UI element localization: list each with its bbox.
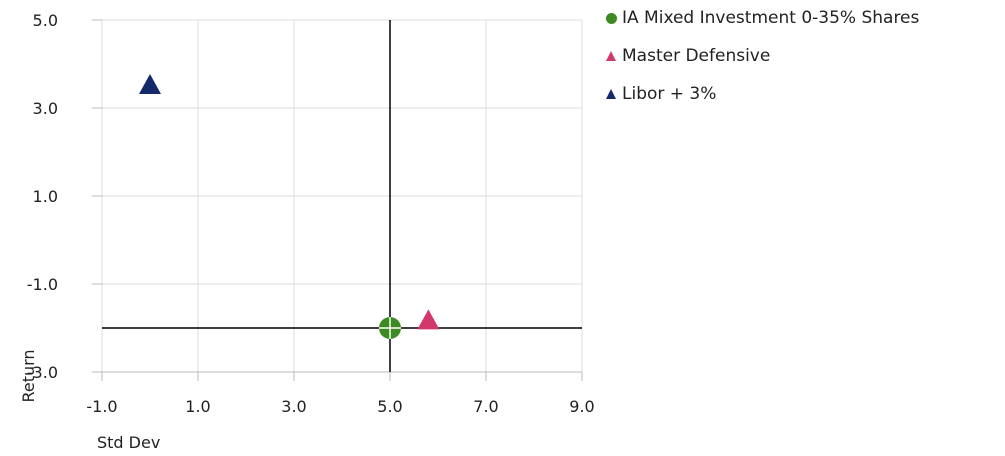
- y-tick-label-1: -1.0: [27, 275, 58, 294]
- legend-item-ia-mixed[interactable]: IA Mixed Investment 0-35% Shares: [604, 6, 919, 30]
- y-tick-label-0: -3.0: [27, 363, 58, 382]
- grid-lines: [101, 19, 583, 373]
- legend: IA Mixed Investment 0-35% Shares Master …: [604, 6, 919, 120]
- quadrant-lines: [102, 20, 582, 372]
- x-tick-label-4: 7.0: [473, 397, 498, 416]
- y-tick-labels: -3.0 -1.0 1.0 3.0 5.0: [27, 11, 102, 382]
- pink-triangle-icon: [604, 49, 618, 63]
- data-point-1-0: [417, 309, 440, 330]
- y-tick-label-2: 1.0: [33, 187, 58, 206]
- green-circle-icon: [604, 11, 618, 25]
- data-point-2-0: [139, 74, 161, 94]
- legend-label: Master Defensive: [622, 46, 771, 66]
- legend-item-master-defensive[interactable]: Master Defensive: [604, 44, 919, 68]
- y-tick-label-4: 5.0: [33, 11, 58, 30]
- x-axis-label: Std Dev: [97, 433, 160, 452]
- x-tick-label-3: 5.0: [377, 397, 402, 416]
- navy-triangle-icon: [604, 87, 618, 101]
- data-points: [139, 74, 440, 339]
- y-tick-label-3: 3.0: [33, 99, 58, 118]
- data-point-0-0: [379, 317, 401, 339]
- legend-label: IA Mixed Investment 0-35% Shares: [622, 8, 920, 28]
- y-axis-label: Return: [19, 349, 38, 402]
- legend-item-libor[interactable]: Libor + 3%: [604, 82, 919, 106]
- x-tick-label-2: 3.0: [281, 397, 306, 416]
- x-tick-label-0: -1.0: [86, 397, 117, 416]
- x-tick-labels: -1.0 1.0 3.0 5.0 7.0 9.0: [86, 372, 595, 416]
- x-tick-label-5: 9.0: [569, 397, 594, 416]
- legend-label: Libor + 3%: [622, 84, 717, 104]
- x-tick-label-1: 1.0: [185, 397, 210, 416]
